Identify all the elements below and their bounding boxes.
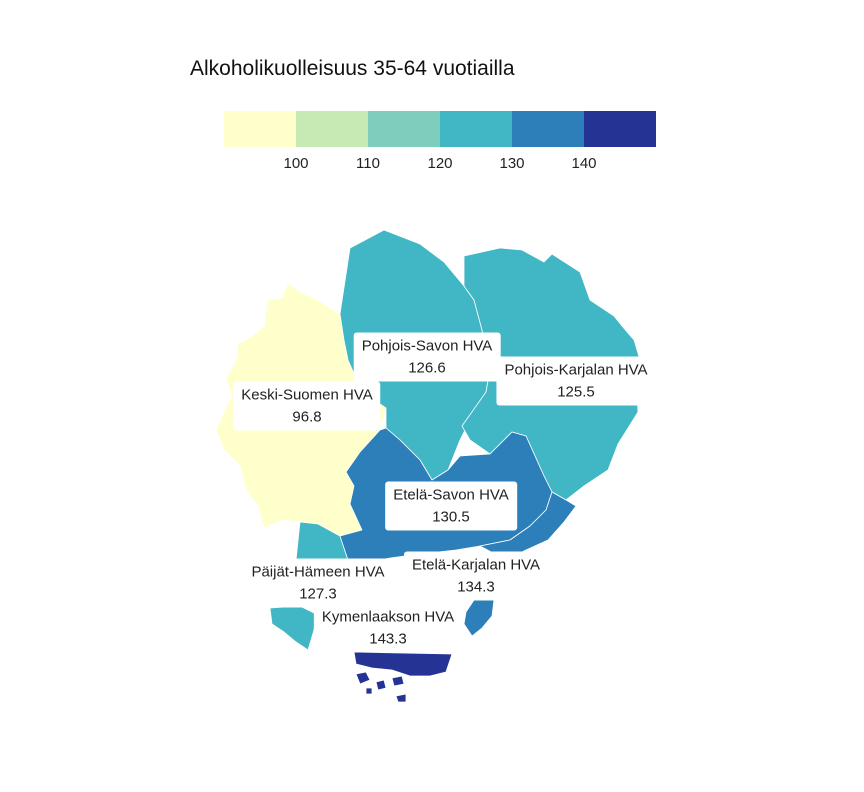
label-etela-karjala: Etelä-Karjalan HVA 134.3	[403, 551, 549, 601]
label-keski-suomi: Keski-Suomen HVA 96.8	[233, 381, 381, 431]
legend-tick-140: 140	[571, 155, 597, 172]
region-paijat-hame-south[interactable]	[269, 605, 317, 651]
legend-tick-110: 110	[356, 155, 380, 172]
legend-swatch-5	[512, 111, 584, 147]
legend-swatch-1	[224, 111, 296, 147]
label-value: 130.5	[432, 508, 470, 526]
region-kymenlaakso[interactable]	[353, 651, 453, 677]
label-name: Pohjois-Savon HVA	[361, 337, 493, 355]
color-legend	[224, 111, 656, 147]
map-title: Alkoholikuolleisuus 35-64 vuotiailla	[190, 57, 515, 80]
label-name: Keski-Suomen HVA	[241, 386, 373, 404]
label-name: Etelä-Savon HVA	[393, 486, 509, 504]
legend-tick-120: 120	[427, 155, 453, 172]
label-value: 143.3	[369, 630, 407, 648]
region-kymenlaakso-island-4[interactable]	[395, 693, 407, 703]
label-value: 125.5	[557, 383, 595, 401]
label-value: 127.3	[299, 585, 337, 603]
legend-swatch-2	[296, 111, 368, 147]
label-name: Päijät-Hämeen HVA	[251, 563, 385, 581]
label-value: 126.6	[408, 359, 446, 377]
label-paijat-hame: Päijät-Hämeen HVA 127.3	[243, 558, 393, 608]
label-name: Etelä-Karjalan HVA	[411, 556, 541, 574]
region-kymenlaakso-island-5[interactable]	[365, 687, 373, 695]
label-etela-savo: Etelä-Savon HVA 130.5	[385, 481, 517, 531]
label-name: Pohjois-Karjalan HVA	[504, 361, 648, 379]
label-kymenlaakso: Kymenlaakson HVA 143.3	[313, 603, 463, 653]
region-kymenlaakso-island-1[interactable]	[355, 671, 371, 685]
label-pohjois-savo: Pohjois-Savon HVA 126.6	[353, 332, 501, 382]
region-etela-karjala-south[interactable]	[463, 599, 495, 637]
legend-swatch-3	[368, 111, 440, 147]
label-value: 96.8	[292, 408, 322, 426]
label-value: 134.3	[457, 578, 495, 596]
label-name: Kymenlaakson HVA	[321, 608, 455, 626]
label-pohjois-karjala: Pohjois-Karjalan HVA 125.5	[496, 356, 656, 406]
legend-tick-100: 100	[283, 155, 309, 172]
legend-swatch-4	[440, 111, 512, 147]
legend-tick-130: 130	[499, 155, 525, 172]
region-kymenlaakso-island-2[interactable]	[375, 679, 387, 691]
region-kymenlaakso-island-3[interactable]	[391, 675, 405, 687]
legend-swatch-6	[584, 111, 656, 147]
